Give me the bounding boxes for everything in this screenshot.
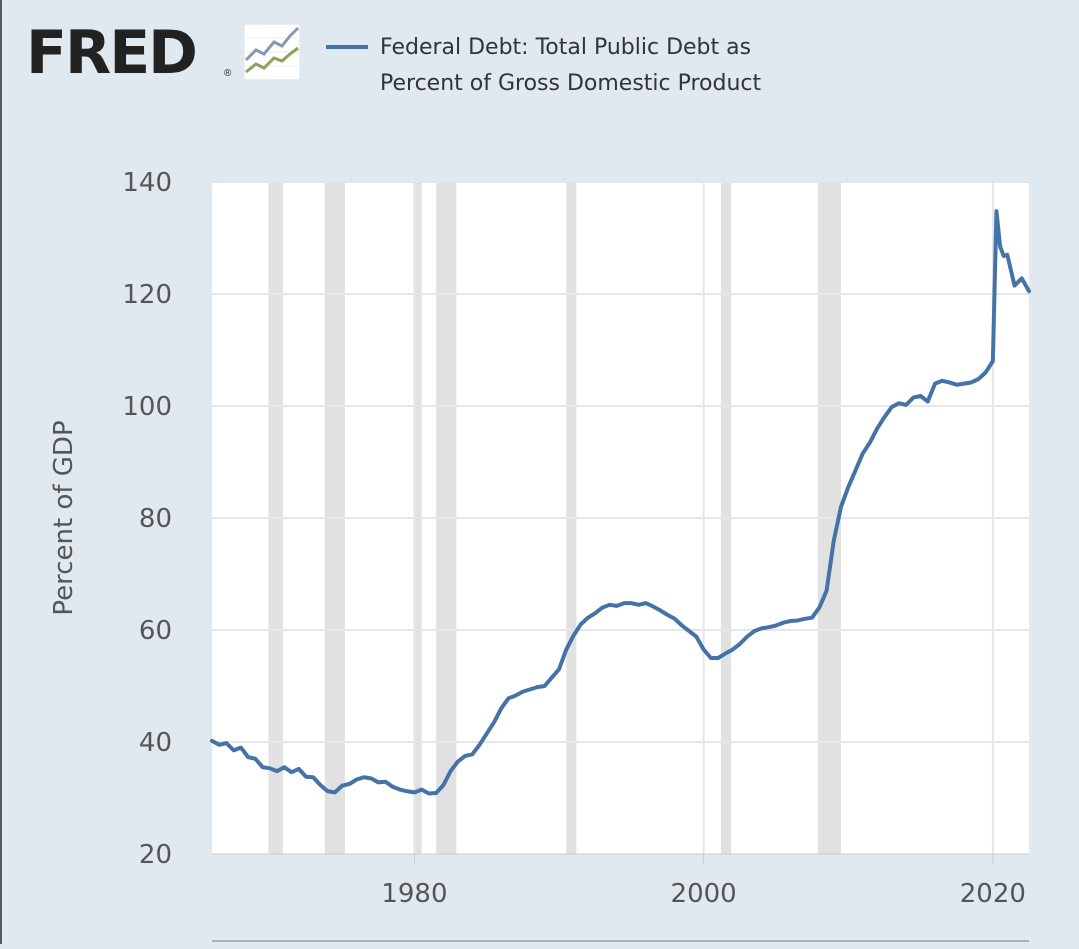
line-chart: 20 40 60 80 100 120 140 1980 2000 2020 Percent o… (0, 160, 1079, 944)
y-tick-label: 140 (122, 168, 172, 198)
logo-wordmark: FRED (26, 18, 196, 88)
chart-header: FRED ® Federal Debt: Total Public Debt a… (0, 0, 1079, 160)
y-tick-label: 100 (122, 392, 172, 422)
y-axis-ticks: 20 40 60 80 100 120 140 (122, 168, 172, 870)
y-tick-label: 40 (139, 728, 172, 758)
y-tick-label: 20 (139, 840, 172, 870)
x-tick-label: 2020 (960, 879, 1026, 909)
y-axis-label: Percent of GDP (49, 420, 79, 615)
x-axis-ticks: 1980 2000 2020 (381, 854, 1026, 909)
fred-logo[interactable]: FRED ® (26, 18, 306, 88)
chart-area: 20 40 60 80 100 120 140 1980 2000 2020 Percent o… (0, 160, 1079, 944)
line-chart-logo-icon (244, 24, 300, 80)
y-tick-label: 60 (139, 616, 172, 646)
logo-registered-mark: ® (224, 68, 231, 79)
y-tick-label: 80 (139, 504, 172, 534)
x-tick-label: 1980 (381, 879, 447, 909)
x-tick-label: 2000 (671, 879, 737, 909)
legend-line-swatch (326, 45, 368, 49)
legend-series-label: Federal Debt: Total Public Debt as Perce… (380, 30, 810, 102)
y-tick-label: 120 (122, 280, 172, 310)
